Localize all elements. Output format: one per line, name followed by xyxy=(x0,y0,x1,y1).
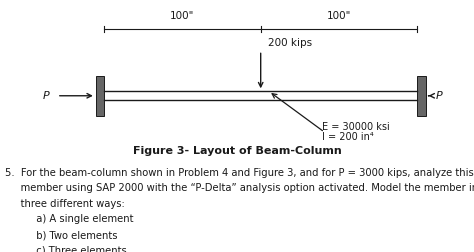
Text: b) Two elements: b) Two elements xyxy=(5,230,117,240)
Bar xyxy=(96,76,104,116)
Text: Figure 3- Layout of Beam-Column: Figure 3- Layout of Beam-Column xyxy=(133,146,341,156)
Text: 100": 100" xyxy=(327,11,351,21)
Text: E = 30000 ksi: E = 30000 ksi xyxy=(322,122,390,132)
Text: c) Three elements: c) Three elements xyxy=(5,246,127,252)
Text: a) A single element: a) A single element xyxy=(5,214,133,225)
Text: 100": 100" xyxy=(170,11,195,21)
Text: P: P xyxy=(436,91,443,101)
Text: P: P xyxy=(43,91,50,101)
Text: three different ways:: three different ways: xyxy=(5,199,125,209)
Text: 5.  For the beam-column shown in Problem 4 and Figure 3, and for P = 3000 kips, : 5. For the beam-column shown in Problem … xyxy=(5,168,474,178)
Bar xyxy=(417,76,426,116)
Text: 200 kips: 200 kips xyxy=(268,38,312,48)
Text: I = 200 in⁴: I = 200 in⁴ xyxy=(322,132,374,142)
Text: member using SAP 2000 with the “P-Delta” analysis option activated. Model the me: member using SAP 2000 with the “P-Delta”… xyxy=(5,183,474,193)
